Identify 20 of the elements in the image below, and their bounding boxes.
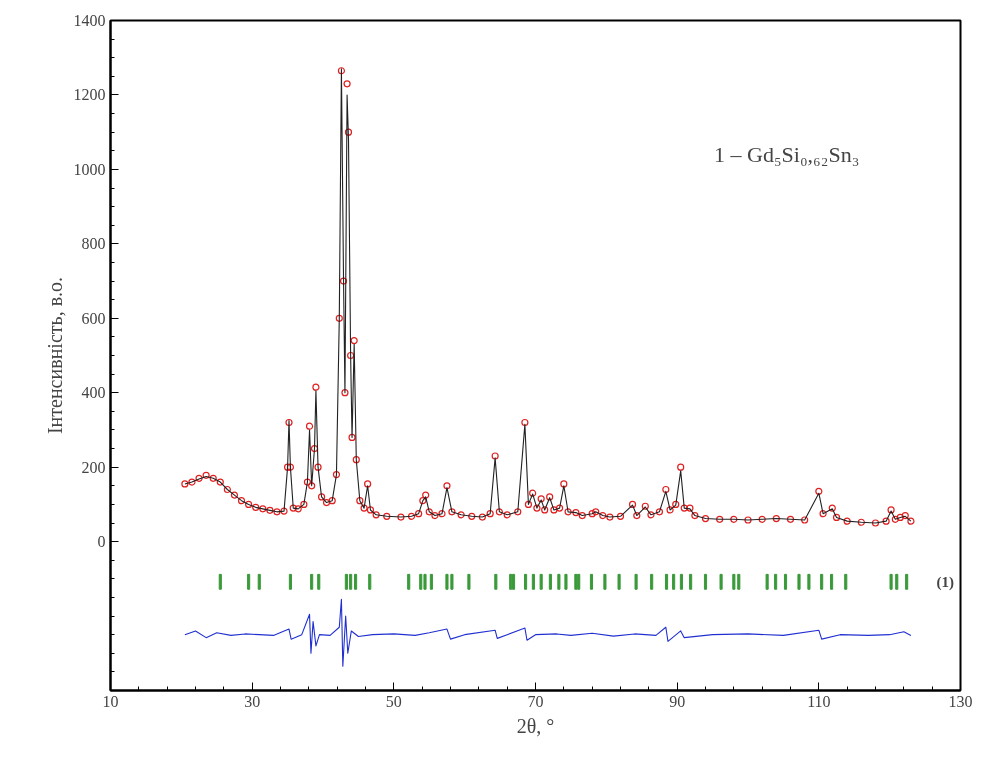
annotation: 1 – Gd₅Si₀,₆₂Sn₃ (714, 142, 860, 167)
x-tick-label: 70 (527, 692, 544, 710)
y-tick-label: 1000 (73, 160, 106, 178)
x-tick-label: 130 (948, 692, 973, 710)
y-tick-label: 600 (81, 309, 106, 327)
series-label: (1) (936, 573, 954, 591)
y-axis-title: Інтенсивність, в.о. (43, 276, 66, 435)
line-series (184, 598, 912, 667)
y-tick-label: 800 (81, 235, 106, 253)
x-tick-label: 50 (385, 692, 402, 710)
y-tick-label: 1200 (73, 86, 106, 104)
y-tick-label: 400 (81, 384, 106, 402)
y-tick-label: 0 (97, 533, 106, 551)
y-tick-label: 200 (81, 458, 106, 476)
x-tick-label: 30 (244, 692, 261, 710)
x-tick-label: 90 (669, 692, 686, 710)
x-tick-label: 110 (807, 692, 831, 710)
x-tick-label: 10 (102, 692, 119, 710)
x-axis-title: 2θ, ° (516, 714, 555, 737)
y-tick-label: 1400 (73, 12, 106, 29)
